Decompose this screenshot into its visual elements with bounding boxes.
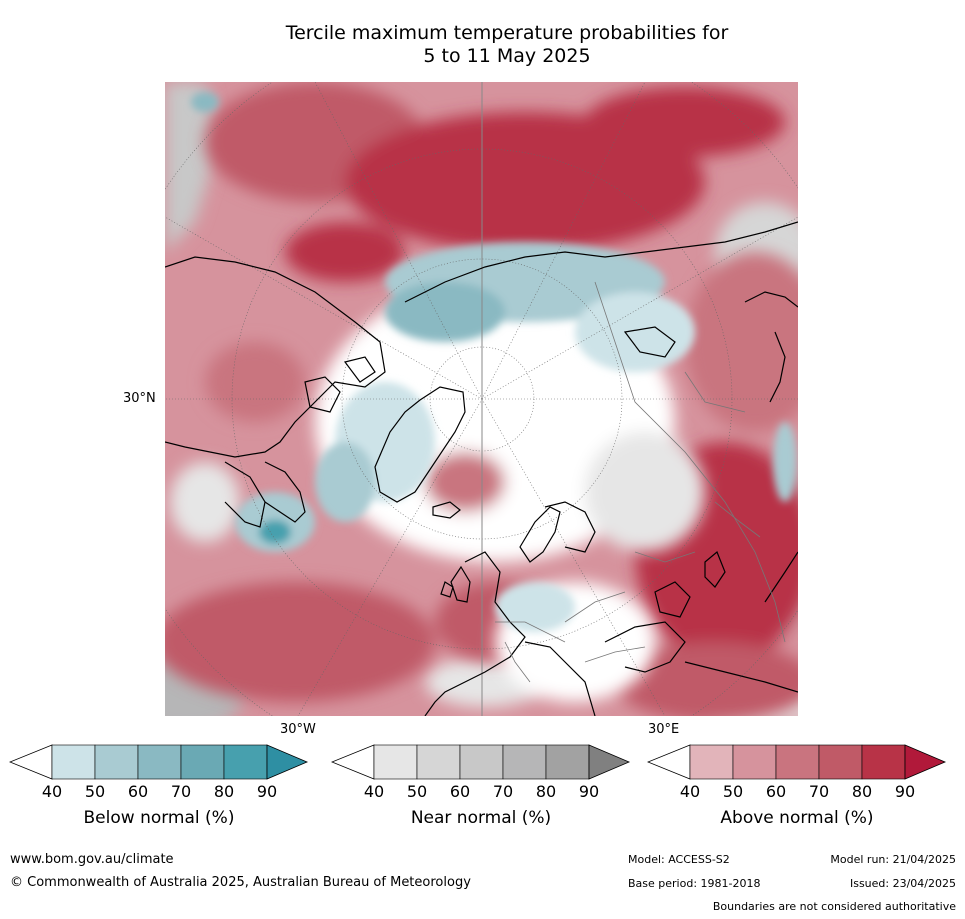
- colorbar-above-normal-scale: [647, 744, 947, 780]
- colorbar-below-high-extension: [266, 744, 309, 780]
- colorbar-near-tick-label: 60: [449, 782, 471, 801]
- colorbar-near-segment: [459, 744, 504, 780]
- colorbar-near-normal-title: Near normal (%): [410, 808, 552, 828]
- colorbar-above-tick-label: 90: [894, 782, 916, 801]
- colorbar-above-segment: [732, 744, 777, 780]
- colorbar-below-segment: [94, 744, 139, 780]
- latitude-label-30n: 30°N: [123, 391, 156, 406]
- colorbar-above-normal: 40 50 60 70 80 90 Above normal (%): [647, 744, 947, 834]
- colorbar-near-low-extension: [331, 744, 375, 780]
- colorbar-below-tick-label: 50: [84, 782, 106, 801]
- colorbar-above-segment: [775, 744, 820, 780]
- colorbar-near-tick-label: 40: [363, 782, 385, 801]
- colorbar-above-segment: [861, 744, 906, 780]
- colorbar-above-tick-label: 60: [765, 782, 787, 801]
- colorbar-above-normal-title: Above normal (%): [720, 808, 874, 828]
- longitude-label-30w: 30°W: [280, 722, 316, 737]
- colorbar-below-tick-label: 40: [41, 782, 63, 801]
- colorbar-above-tick-label: 80: [851, 782, 873, 801]
- colorbar-below-tick-label: 80: [213, 782, 235, 801]
- colorbar-near-segment: [502, 744, 547, 780]
- base-period: Base period: 1981-2018: [628, 877, 761, 890]
- colorbar-above-tick-label: 40: [679, 782, 701, 801]
- colorbar-near-tick-label: 80: [535, 782, 557, 801]
- colorbar-above-segment: [818, 744, 863, 780]
- model-run-date: Model run: 21/04/2025: [830, 853, 956, 866]
- colorbar-above-tick-label: 70: [808, 782, 830, 801]
- colorbar-above-high-extension: [904, 744, 947, 780]
- colorbar-below-normal-title: Below normal (%): [83, 808, 235, 828]
- colorbar-above-tick-label: 50: [722, 782, 744, 801]
- colorbar-near-normal-ticks: 40 50 60 70 80 90: [331, 783, 631, 803]
- colorbar-near-tick-label: 90: [578, 782, 600, 801]
- colorbar-below-normal-ticks: 40 50 60 70 80 90: [9, 783, 309, 803]
- colorbar-below-tick-label: 70: [170, 782, 192, 801]
- website-link[interactable]: www.bom.gov.au/climate: [10, 852, 174, 867]
- colorbar-near-high-extension: [588, 744, 631, 780]
- colorbar-near-tick-label: 50: [406, 782, 428, 801]
- copyright-notice: © Commonwealth of Australia 2025, Austra…: [10, 875, 471, 890]
- country-borders: [495, 281, 786, 683]
- colorbar-below-segment: [51, 744, 96, 780]
- colorbar-near-normal-scale: [331, 744, 631, 780]
- colorbar-below-normal: 40 50 60 70 80 90 Below normal (%): [9, 744, 309, 834]
- colorbar-above-normal-ticks: 40 50 60 70 80 90: [647, 783, 947, 803]
- colorbar-near-segment: [373, 744, 418, 780]
- boundaries-disclaimer: Boundaries are not considered authoritat…: [712, 900, 956, 913]
- map-title-line-1: Tercile maximum temperature probabilitie…: [285, 22, 729, 44]
- issued-date: Issued: 23/04/2025: [849, 877, 956, 890]
- colorbar-below-segment: [180, 744, 225, 780]
- colorbar-near-tick-label: 70: [492, 782, 514, 801]
- colorbar-below-low-extension: [9, 744, 53, 780]
- below-normal-regions: [191, 92, 797, 632]
- colorbar-below-normal-scale: [9, 744, 309, 780]
- longitude-label-30e: 30°E: [648, 722, 680, 737]
- probability-field: [165, 82, 798, 716]
- colorbar-above-low-extension: [647, 744, 691, 780]
- colorbar-below-segment: [223, 744, 268, 780]
- probability-map: [165, 82, 798, 716]
- colorbar-below-segment: [137, 744, 182, 780]
- colorbar-below-tick-label: 60: [127, 782, 149, 801]
- colorbar-near-segment: [416, 744, 461, 780]
- coastlines: [165, 221, 798, 716]
- map-title-line-2: 5 to 11 May 2025: [423, 45, 591, 67]
- colorbar-near-segment: [545, 744, 590, 780]
- colorbar-below-tick-label: 90: [256, 782, 278, 801]
- colorbar-above-segment: [689, 744, 734, 780]
- colorbar-near-normal: 40 50 60 70 80 90 Near normal (%): [331, 744, 631, 834]
- model-name: Model: ACCESS-S2: [628, 853, 730, 866]
